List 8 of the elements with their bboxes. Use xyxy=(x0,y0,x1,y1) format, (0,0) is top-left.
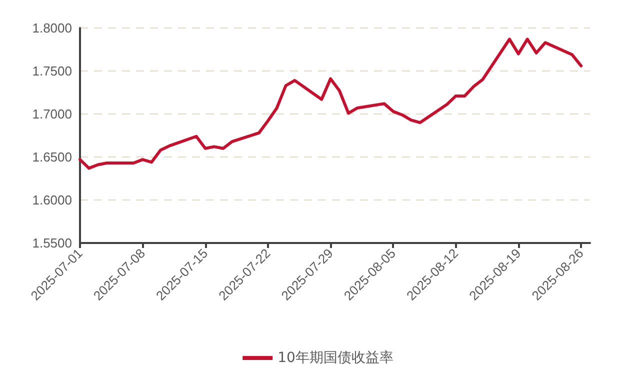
y-tick-label: 1.6000 xyxy=(32,192,72,208)
y-tick-label: 1.7500 xyxy=(32,64,72,78)
y-tick-label: 1.5500 xyxy=(32,236,72,250)
y-tick-label: 1.6500 xyxy=(32,150,72,164)
y-tick-label: 1.8000 xyxy=(32,20,72,36)
legend-label: 10年期国债收益率 xyxy=(278,350,394,366)
line-series xyxy=(78,38,583,170)
y-tick-label: 1.7000 xyxy=(32,106,72,122)
